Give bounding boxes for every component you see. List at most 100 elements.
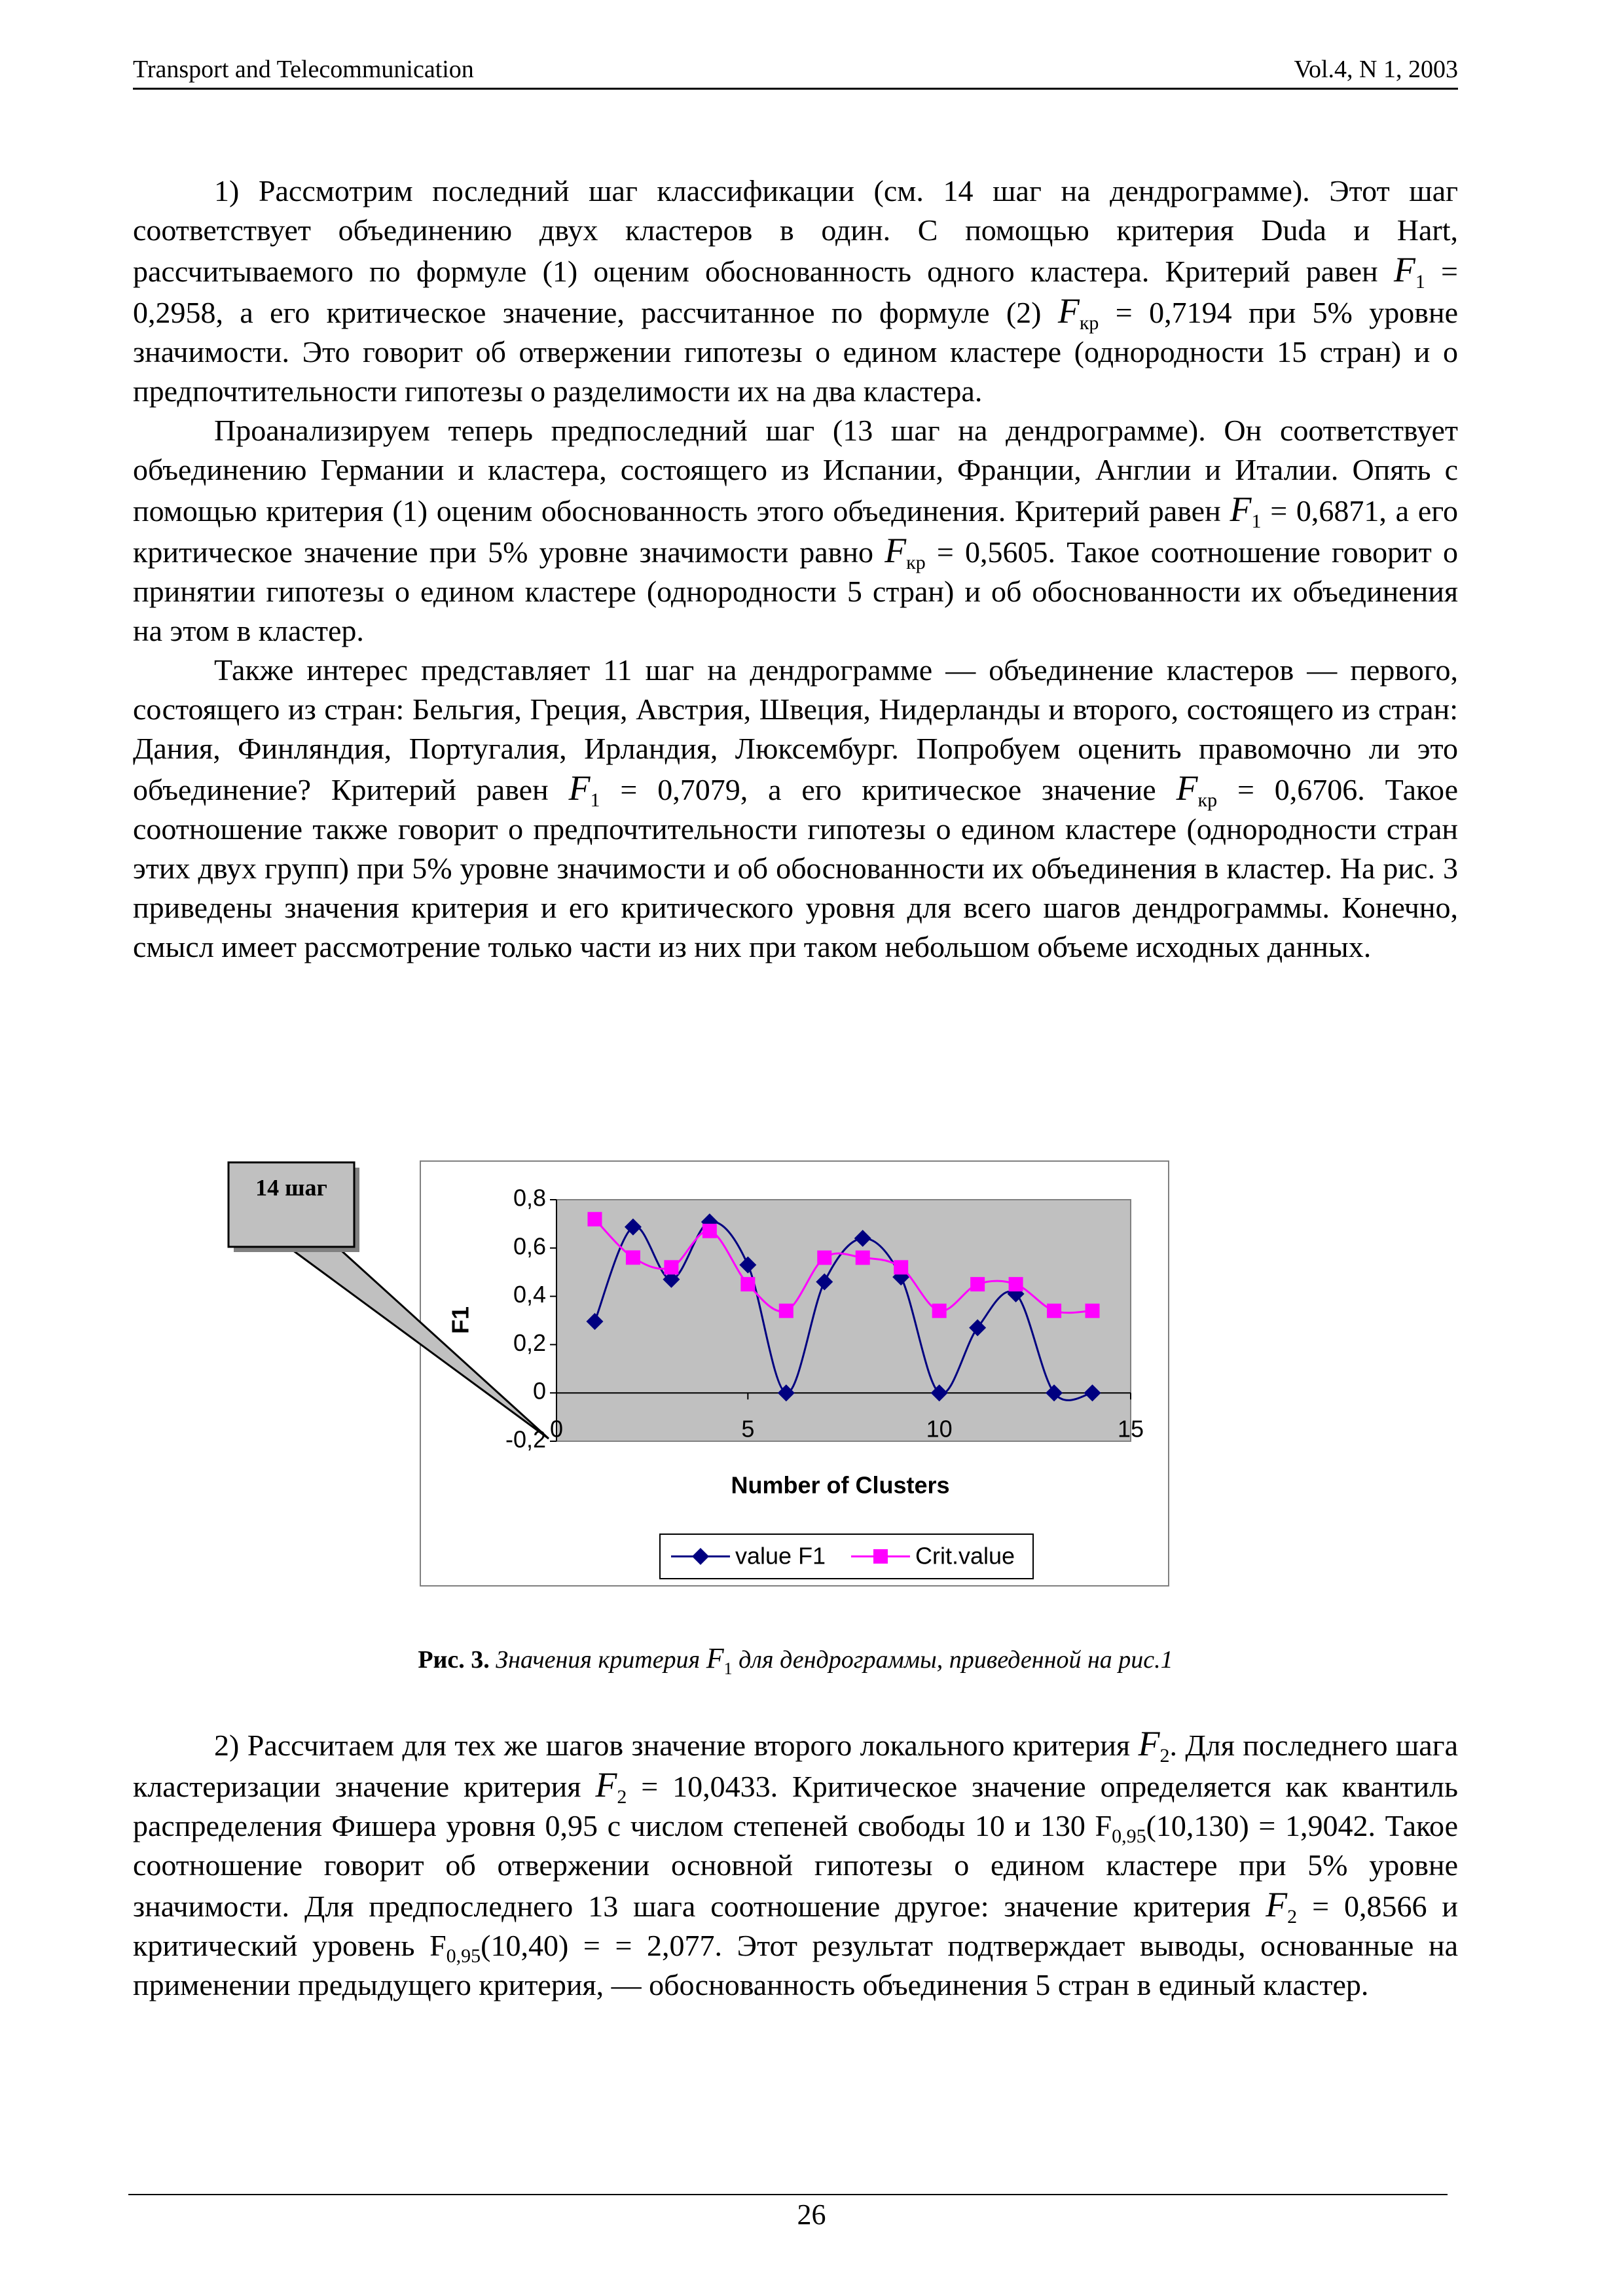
data-point [740,1277,756,1292]
math-symbol: F [706,1642,724,1674]
page-number: 26 [797,2198,826,2231]
figure-caption: Рис. 3. Значения критерия F1 для дендрог… [133,1641,1458,1677]
footer-rule [128,2194,1448,2195]
math-subscript: 1 [1251,511,1262,532]
plot-area [556,1199,1131,1442]
legend-marker [692,1548,709,1565]
x-axis-title: Number of Clusters [731,1472,949,1499]
y-tick-label: 0,4 [513,1281,546,1308]
data-point [1085,1303,1100,1318]
math-symbol: F [884,531,907,570]
data-point [930,1384,948,1402]
legend-label: Crit.value [915,1543,1015,1570]
data-point [1008,1277,1023,1292]
y-tick-label: 0,2 [513,1329,546,1356]
y-tick-label: 0,8 [513,1185,546,1211]
data-point [1047,1303,1062,1318]
legend-label: value F1 [735,1543,826,1570]
math-symbol: F [429,1929,447,1962]
data-point [970,1277,985,1292]
data-point [586,1313,604,1331]
math-subscript: 1 [1415,271,1425,293]
text-run: (10,130) = 1,9042. Такое соотношение гов… [133,1809,1458,1923]
math-subscript: 2 [1287,1906,1298,1928]
callout-box [227,1161,356,1248]
x-tick-label: 5 [741,1416,754,1443]
text-run: 1) Рассмотрим последний шаг классификаци… [133,174,1458,288]
math-symbol: F [1138,1724,1160,1763]
data-point [894,1260,909,1275]
math-symbol: F [568,768,591,808]
math-subscript: 0,95 [446,1945,481,1967]
math-subscript: 1 [590,789,600,811]
callout-label: 14 шаг [255,1174,327,1200]
math-subscript: 2 [1159,1745,1170,1767]
text-run: . Для последнего шага кластеризации знач… [133,1729,1459,1803]
y-tick-label: 0,6 [513,1232,546,1259]
header-rule [133,88,1458,90]
data-point [587,1211,602,1227]
text-run: = 10,0433. Критическое значение определя… [133,1770,1458,1842]
x-tick-label: 15 [1118,1416,1144,1443]
text-run: = 0,7079, а его критическое значение [600,773,1176,806]
body-text: 1) Рассмотрим последний шаг классификаци… [133,171,1458,967]
math-subscript: 2 [617,1786,627,1808]
math-subscript: кр [1197,789,1218,811]
math-symbol: F [1230,490,1252,529]
y-tick-label: 0 [533,1378,546,1405]
paragraph: Также интерес представляет 11 шаг на ден… [133,651,1458,967]
data-point [624,1218,642,1236]
text-run: Также интерес представляет 11 шаг на ден… [133,653,1458,806]
data-point [1084,1384,1101,1402]
data-point [777,1384,795,1402]
data-point [816,1273,833,1291]
math-subscript: кр [1079,312,1099,334]
data-point [1046,1384,1063,1402]
math-symbol: F [1176,768,1198,808]
data-point [854,1230,871,1247]
data-point [663,1270,680,1288]
math-symbol: F [1057,291,1080,331]
legend-marker [873,1549,888,1564]
caption-text: Значения критерия F1 для дендрограммы, п… [496,1642,1173,1677]
caption-label: Рис. 3. [418,1646,490,1674]
y-axis-title: F1 [447,1306,474,1334]
text-run: (10,40) = = 2,077. Этот результат подтве… [133,1929,1458,2001]
data-point [969,1319,987,1336]
paragraph: Проанализируем теперь предпоследний шаг … [133,411,1458,651]
data-point [664,1260,679,1275]
paragraph: 1) Рассмотрим последний шаг классификаци… [133,171,1458,411]
math-symbol: F [1095,1809,1112,1842]
math-subscript: 1 [723,1659,733,1678]
math-subscript: кр [906,552,926,573]
header-right: Vol.4, N 1, 2003 [1294,56,1458,83]
data-point [817,1250,832,1265]
data-point [932,1303,947,1318]
x-tick-label: 10 [926,1416,953,1443]
text-run: = 0,6871, а его критическое значение при… [133,494,1458,569]
text-run: = 0,5605. Такое соотношение говорит о пр… [133,535,1458,647]
data-point [702,1223,717,1238]
text-run: = 0,6706. Такое соотношение также говори… [133,773,1458,963]
data-point [778,1303,793,1318]
math-symbol: F [1393,250,1415,289]
math-symbol: F [595,1765,617,1804]
text-run: 2) Рассчитаем для тех же шагов значение … [214,1729,1139,1762]
body-text: 2) Рассчитаем для тех же шагов значение … [133,1724,1458,2005]
math-subscript: 0,95 [1112,1825,1146,1847]
data-point [625,1250,640,1265]
text-run: = 0,8566 и критический уровень [133,1890,1458,1962]
text-run: = 0,2958, а его критическое значение, ра… [133,255,1458,329]
text-run: Проанализируем теперь предпоследний шаг … [133,414,1458,528]
x-tick-label: 0 [550,1416,563,1443]
data-point [739,1256,757,1274]
text-run: = 0,7194 при 5% уровне значимости. Это г… [133,296,1458,408]
text-run: для дендрограммы, приведенной на рис.1 [732,1646,1173,1674]
data-point [855,1250,870,1265]
header-left: Transport and Telecommunication [133,56,474,83]
math-symbol: F [1266,1885,1288,1924]
text-run: Значения критерия [496,1646,706,1674]
